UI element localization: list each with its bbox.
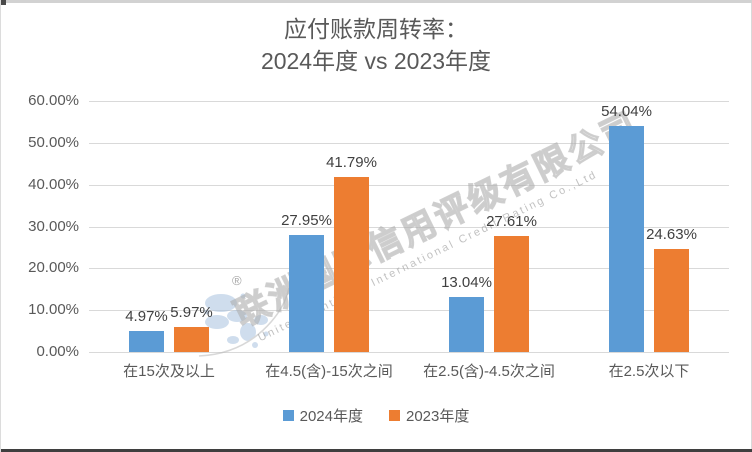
data-label-2023年度-3: 27.61% (486, 213, 537, 231)
gridline-30.00% (89, 226, 729, 228)
y-axis-label-30.00%: 30.00% (28, 217, 79, 235)
bar-2024年度-1[interactable] (129, 331, 164, 352)
x-axis-label-1: 在15次及以上 (123, 363, 215, 380)
gridline-60.00% (89, 101, 729, 102)
legend-swatch-icon (282, 409, 294, 421)
y-axis-label-10.00%: 10.00% (28, 301, 79, 319)
bar-2024年度-2[interactable] (289, 235, 324, 352)
gridline-40.00% (89, 184, 729, 186)
bottom-border (1, 449, 752, 452)
legend-item-2024年度[interactable]: 2024年度 (282, 405, 363, 426)
data-label-2023年度-1: 5.97% (170, 304, 213, 322)
y-axis-label-50.00%: 50.00% (28, 133, 79, 151)
bar-2024年度-3[interactable] (449, 297, 484, 352)
legend-item-2023年度[interactable]: 2023年度 (389, 405, 469, 426)
data-label-2024年度-2: 27.95% (281, 212, 332, 230)
top-border (1, 0, 752, 3)
data-label-2024年度-4: 54.04% (601, 102, 652, 120)
x-axis-label-4: 在2.5次以下 (608, 363, 690, 380)
corner-handle (1, 0, 6, 5)
chart-title-line-2: 2024年度 vs 2023年度 (260, 48, 492, 74)
chart-title-line-1: 应付账款周转率： (284, 16, 468, 42)
bar-2023年度-1[interactable] (174, 327, 209, 352)
data-label-2024年度-3: 13.04% (441, 274, 492, 292)
y-axis-label-20.00%: 20.00% (28, 259, 79, 277)
gridline-50.00% (89, 142, 729, 144)
x-axis-label-3: 在2.5(含)-4.5次之间 (423, 363, 555, 380)
chart-legend: 2024年度 2023年度 (1, 404, 751, 426)
data-label-2023年度-2: 41.79% (326, 154, 377, 172)
bar-2023年度-3[interactable] (494, 236, 529, 352)
bar-2024年度-4[interactable] (609, 125, 644, 352)
registered-trademark-icon: ® (232, 273, 242, 288)
bar-2023年度-2[interactable] (334, 177, 369, 352)
x-axis-label-2: 在4.5(含)-15次之间 (265, 363, 393, 380)
legend-label: 2023年度 (406, 407, 470, 425)
y-axis-label-40.00%: 40.00% (28, 175, 79, 193)
legend-swatch-icon (389, 409, 400, 421)
gridline-20.00% (89, 268, 729, 270)
data-label-2024年度-1: 4.97% (125, 308, 168, 326)
gridline-10.00% (89, 310, 729, 312)
legend-label: 2024年度 (299, 407, 363, 425)
y-axis-label-60.00%: 60.00% (28, 92, 79, 109)
data-label-2023年度-4: 24.63% (646, 225, 697, 243)
y-axis-label-0.00%: 0.00% (36, 343, 79, 360)
bar-2023年度-4[interactable] (654, 248, 689, 352)
gridline-0.00% (89, 352, 729, 353)
